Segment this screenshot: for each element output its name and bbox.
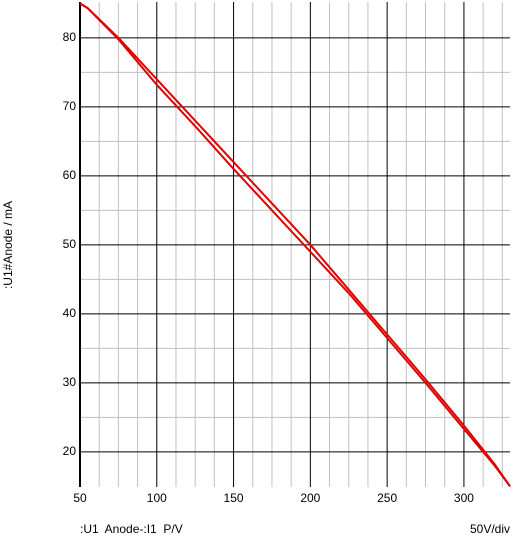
curve <box>79 2 511 487</box>
x-tick-label: 50 <box>73 491 87 505</box>
x-tick-label: 200 <box>300 491 320 505</box>
x-tick-label: 250 <box>377 491 397 505</box>
y-tick-label: 50 <box>63 237 77 251</box>
x-tick-label: 300 <box>454 491 474 505</box>
x-scale-label: 50V/div <box>470 522 510 536</box>
y-tick-label: 40 <box>63 306 77 320</box>
y-tick-label: 20 <box>63 444 77 458</box>
y-axis-label: :U1#Anode / mA <box>1 201 15 289</box>
curve <box>79 2 511 487</box>
x-tick-label: 150 <box>224 491 244 505</box>
x-axis-label: :U1 Anode-:I1 P/V <box>80 522 183 536</box>
y-tick-label: 60 <box>63 168 77 182</box>
x-tick-label: 100 <box>147 491 167 505</box>
y-tick-label: 30 <box>63 375 77 389</box>
y-tick-label: 70 <box>63 99 77 113</box>
y-tick-label: 80 <box>63 30 77 44</box>
